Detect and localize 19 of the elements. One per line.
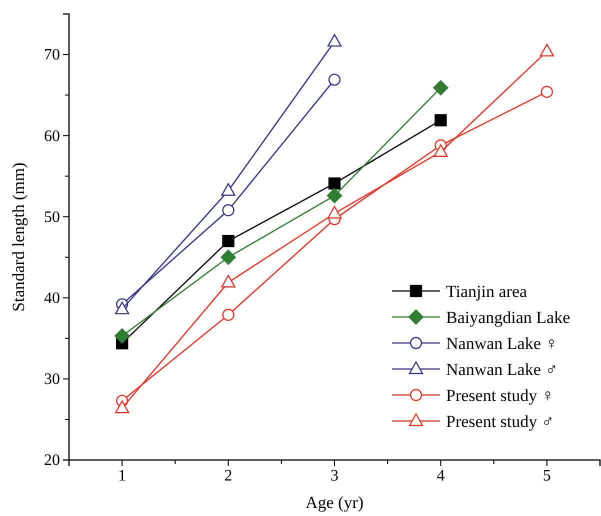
legend-label: Tianjin area	[446, 282, 528, 301]
x-axis-title: Age (yr)	[305, 493, 364, 512]
legend-label: Present study ♀	[446, 386, 554, 405]
x-tick-label: 1	[118, 467, 126, 484]
y-tick-label: 70	[44, 46, 60, 64]
y-tick-label: 20	[44, 452, 60, 470]
legend-label: Nanwan Lake ♀	[446, 334, 558, 353]
x-tick-label: 3	[330, 467, 338, 484]
y-tick-label: 40	[44, 290, 60, 307]
y-tick-label: 60	[44, 128, 60, 145]
x-tick-label: 2	[224, 467, 232, 484]
y-axis-title: Standard length (mm)	[9, 162, 28, 312]
y-tick-label: 50	[44, 208, 60, 226]
x-tick-label: 5	[542, 467, 551, 484]
legend-label: Nanwan Lake ♂	[446, 360, 558, 379]
x-tick-label: 4	[436, 467, 445, 484]
y-tick-label: 30	[44, 371, 60, 388]
legend-label: Present study ♂	[446, 412, 554, 431]
legend-label: Baiyangdian Lake	[446, 308, 570, 327]
